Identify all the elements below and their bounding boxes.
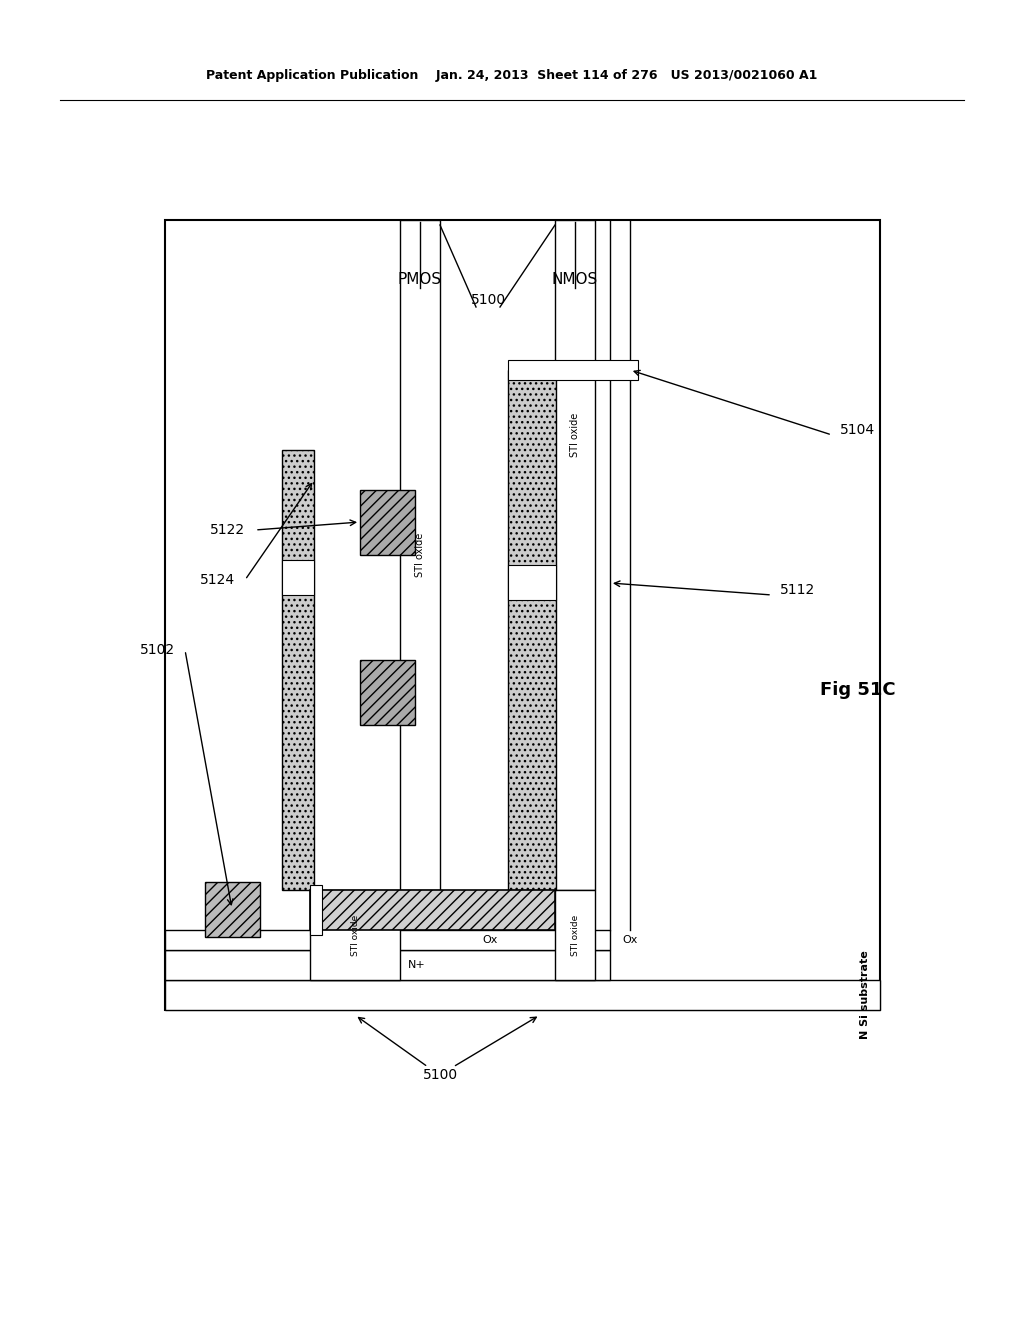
Text: 5100: 5100 — [470, 293, 506, 308]
Text: Ox: Ox — [623, 935, 638, 945]
Bar — [555, 220, 595, 890]
Text: NMOS: NMOS — [552, 272, 598, 288]
Text: N+: N+ — [409, 960, 426, 970]
Bar — [508, 370, 556, 890]
Text: 5122: 5122 — [210, 523, 245, 537]
Text: Patent Application Publication    Jan. 24, 2013  Sheet 114 of 276   US 2013/0021: Patent Application Publication Jan. 24, … — [206, 69, 818, 82]
Bar — [165, 220, 880, 1010]
Text: 5100: 5100 — [423, 1068, 458, 1082]
Text: PMOS: PMOS — [398, 272, 442, 288]
Text: 5124: 5124 — [200, 573, 234, 587]
Text: N Si substrate: N Si substrate — [860, 950, 870, 1039]
Text: 5104: 5104 — [840, 422, 876, 437]
Text: STI oxide: STI oxide — [350, 915, 359, 956]
Bar — [282, 560, 314, 595]
Bar — [400, 220, 440, 890]
Bar — [508, 360, 638, 380]
Bar — [360, 660, 415, 725]
Bar — [508, 565, 556, 601]
Text: Ox: Ox — [482, 935, 498, 945]
Bar — [165, 979, 880, 1010]
Bar — [165, 931, 610, 950]
Bar — [310, 884, 322, 935]
Text: STI oxide: STI oxide — [570, 915, 580, 956]
Bar — [310, 890, 555, 931]
Bar — [310, 890, 400, 979]
Text: 5102: 5102 — [140, 643, 175, 657]
Bar — [360, 490, 415, 554]
Text: Fig 51C: Fig 51C — [820, 681, 896, 700]
Bar — [165, 950, 610, 979]
Text: STI oxide: STI oxide — [570, 413, 580, 457]
Bar — [205, 882, 260, 937]
Text: STI oxide: STI oxide — [415, 533, 425, 577]
Bar — [555, 890, 595, 979]
Text: 5112: 5112 — [780, 583, 815, 597]
Bar — [282, 450, 314, 890]
